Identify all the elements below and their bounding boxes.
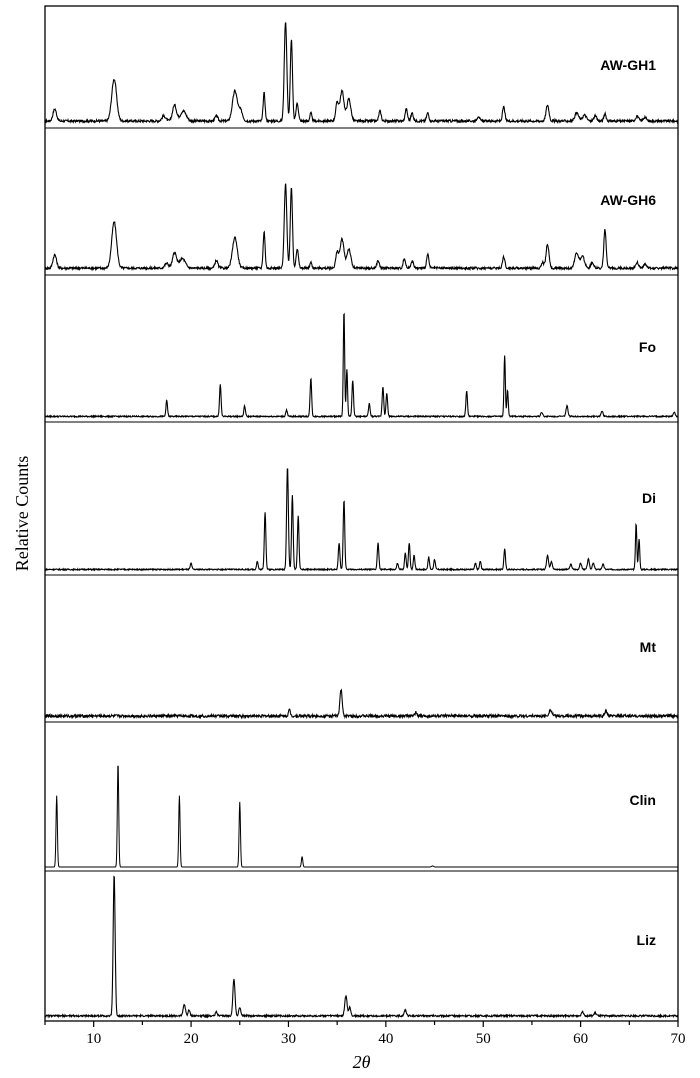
x-tick-label: 20 (184, 1031, 199, 1047)
series-label-fo: Fo (639, 339, 656, 355)
trace-clin (45, 765, 678, 868)
x-tick-label: 70 (671, 1031, 686, 1047)
x-tick-label: 10 (86, 1031, 101, 1047)
series-label-mt: Mt (640, 639, 657, 655)
trace-di (44, 468, 679, 572)
trace-aw-gh1 (44, 22, 679, 125)
trace-liz (44, 875, 679, 1019)
plot-frame (44, 5, 679, 1022)
x-tick-label: 40 (378, 1031, 393, 1047)
x-axis-title: 2θ (353, 1052, 371, 1072)
series-traces (44, 22, 679, 1019)
x-tick-label: 60 (573, 1031, 588, 1047)
x-tick-label: 50 (476, 1031, 491, 1047)
x-tick-label: 30 (281, 1031, 296, 1047)
series-label-aw-gh6: AW-GH6 (600, 192, 656, 208)
trace-fo (44, 312, 679, 419)
x-axis: 10 20 30 40 50 60 70 (44, 1021, 686, 1047)
panel-separators (45, 127, 678, 872)
series-label-di: Di (642, 490, 656, 506)
series-labels: AW-GH1 AW-GH6 Fo Di Mt Clin Liz (600, 57, 656, 948)
series-label-liz: Liz (637, 932, 656, 948)
series-label-clin: Clin (630, 792, 656, 808)
series-label-aw-gh1: AW-GH1 (600, 57, 656, 73)
trace-aw-gh6 (44, 183, 679, 272)
y-axis-title: Relative Counts (12, 456, 32, 572)
trace-mt (44, 688, 679, 720)
